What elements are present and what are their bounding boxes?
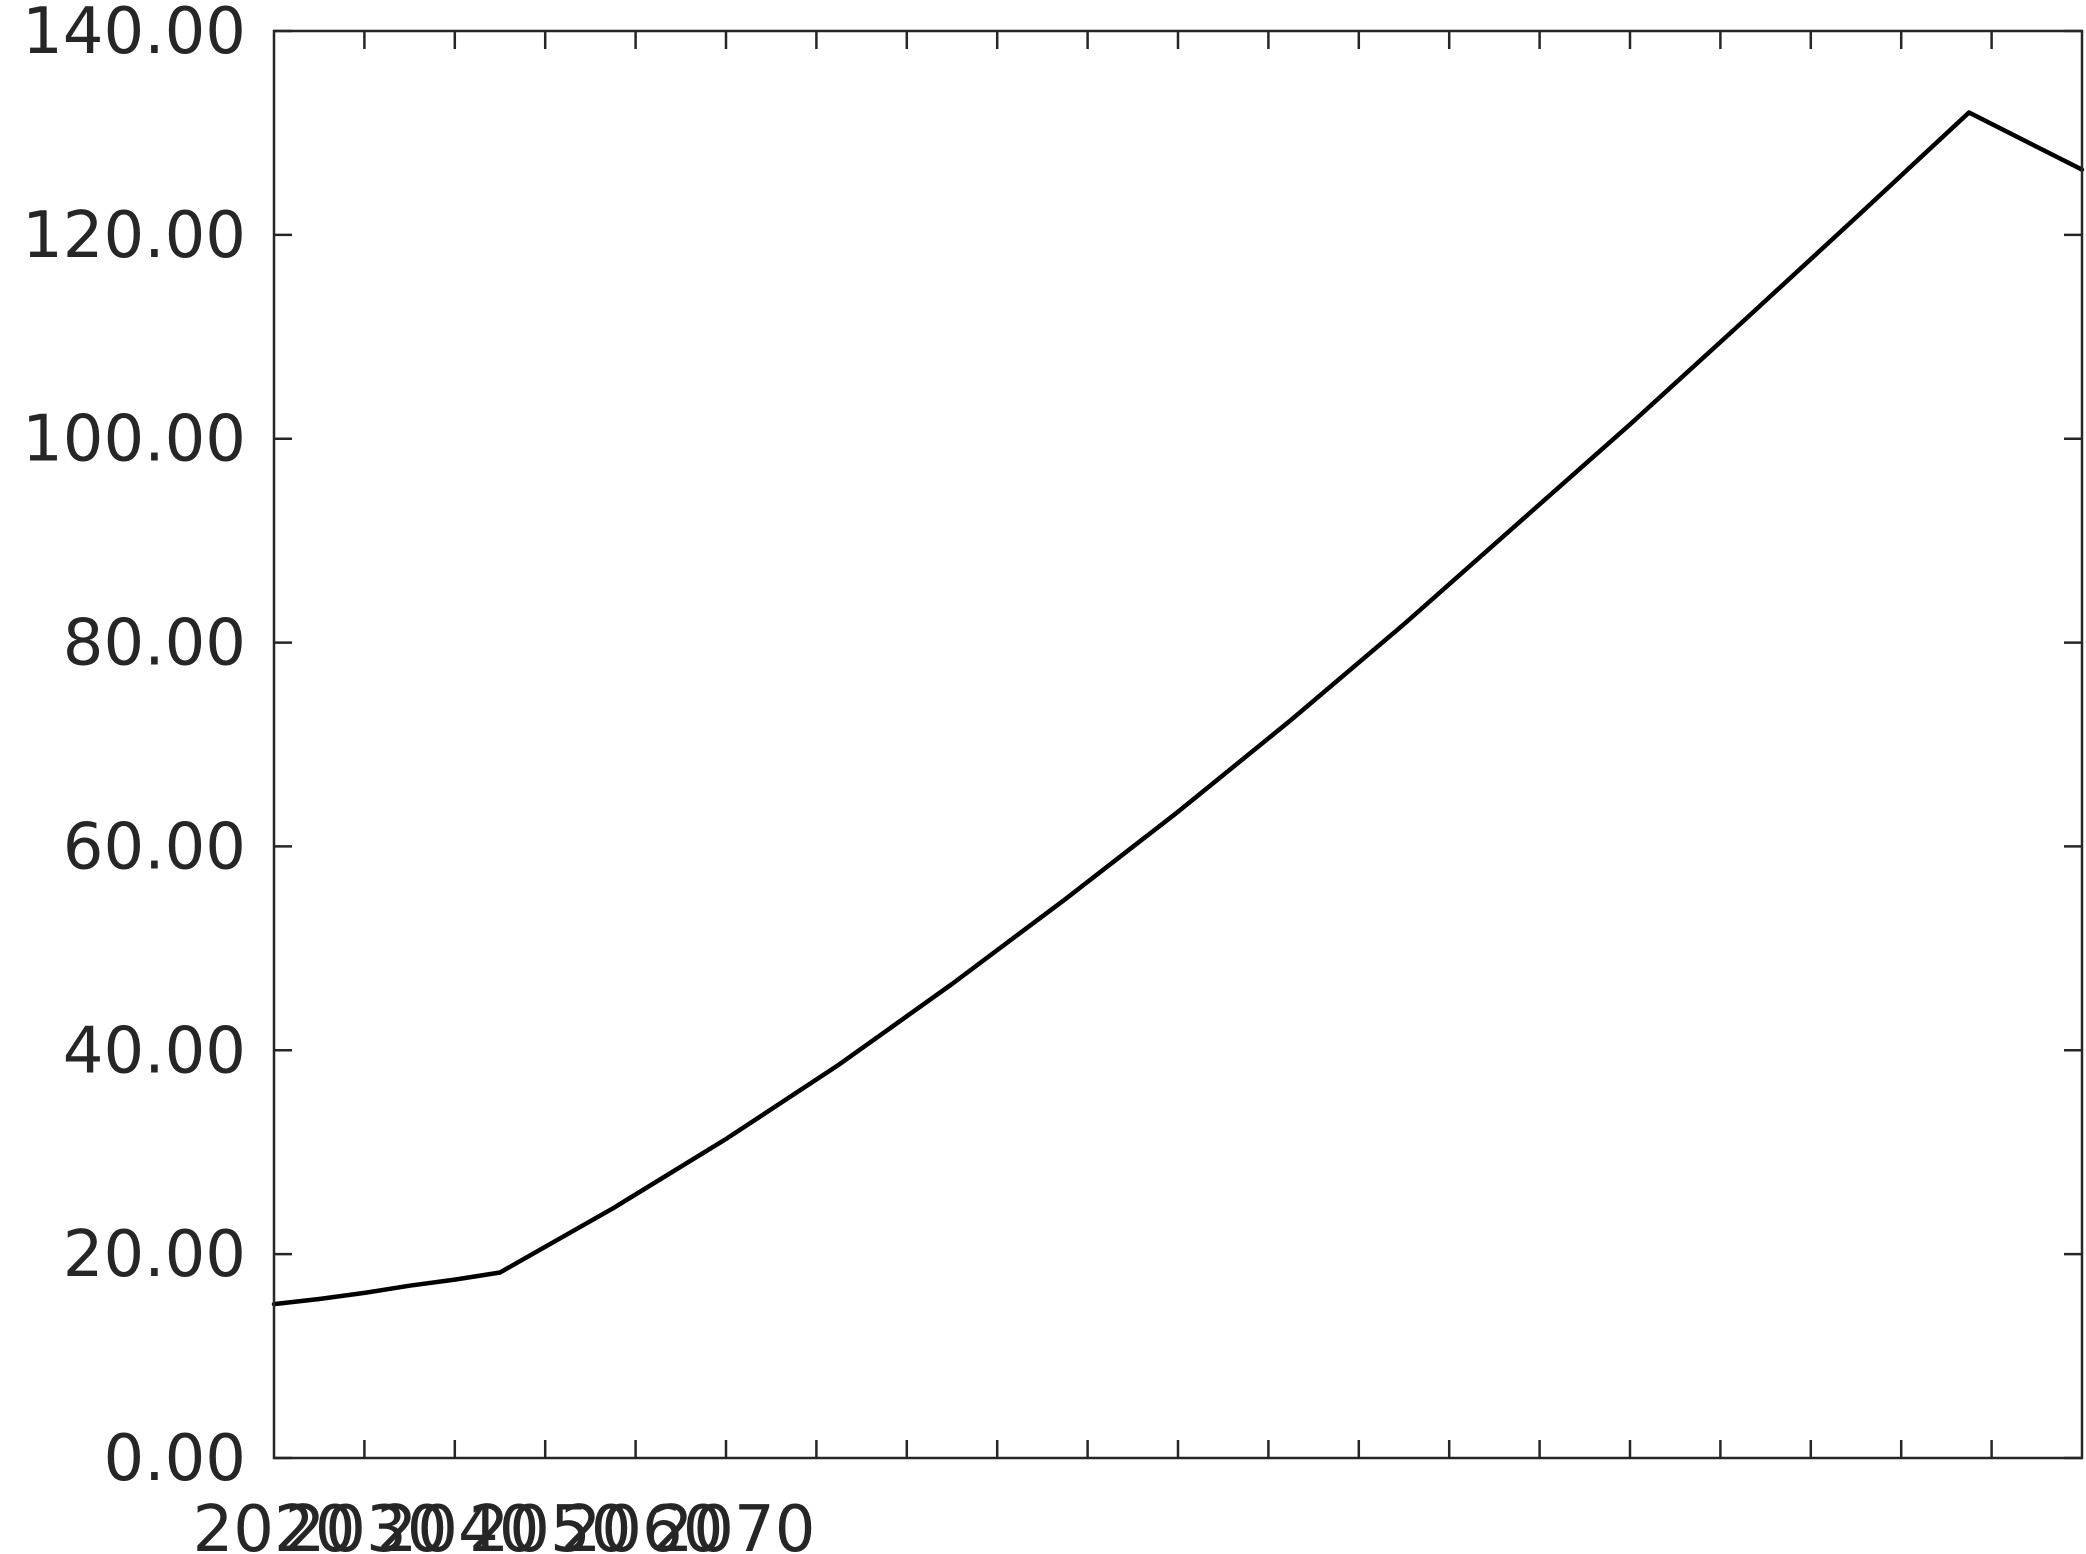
y-tick-label: 0.00 bbox=[104, 1422, 247, 1496]
y-tick-label: 140.00 bbox=[22, 0, 246, 69]
y-tick-label: 80.00 bbox=[63, 607, 246, 681]
y-tick-label: 40.00 bbox=[63, 1014, 246, 1088]
plot-frame bbox=[272, 29, 2084, 1460]
y-axis-ticks bbox=[274, 29, 2082, 1460]
x-tick-label: 2030 bbox=[285, 1493, 448, 1554]
y-tick-label: 60.00 bbox=[63, 810, 246, 884]
y-axis-tick-labels: 0.00 20.00 40.00 60.00 80.00 100.00 120.00 140.… bbox=[22, 0, 246, 1496]
y-tick-label: 120.00 bbox=[22, 199, 246, 273]
x-tick-label: 2040 bbox=[377, 1493, 540, 1554]
series-layer bbox=[271, 110, 2085, 1307]
x-tick-label: 2050 bbox=[469, 1493, 632, 1554]
x-axis-ticks bbox=[363, 31, 1993, 1458]
x-tick-label: 2020 bbox=[193, 1493, 356, 1554]
y-tick-label: 100.00 bbox=[22, 403, 246, 477]
y-tick-label: 20.00 bbox=[63, 1218, 246, 1292]
x-tick-label: 2060 bbox=[561, 1493, 724, 1554]
x-tick-label: 2070 bbox=[653, 1493, 816, 1554]
series-line bbox=[271, 110, 2085, 1307]
